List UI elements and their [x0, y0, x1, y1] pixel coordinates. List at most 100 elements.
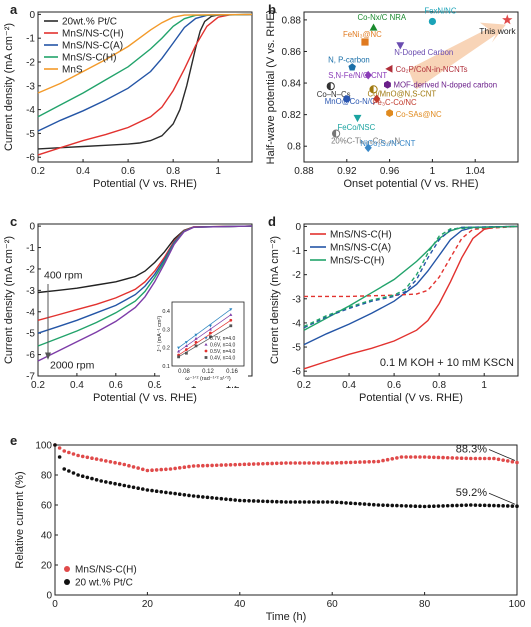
- y-tick-label-c: -7: [26, 372, 35, 383]
- data-point-e-1: [325, 500, 330, 504]
- data-point-e-1: [298, 500, 302, 504]
- inset-legend-label: 0.5V, n=4.0: [210, 349, 235, 355]
- data-point-b-fill: [369, 85, 374, 93]
- data-point-e-1: [307, 500, 311, 504]
- data-point-e-0: [395, 456, 399, 460]
- data-point-e-0: [94, 457, 99, 461]
- data-point-e-1: [441, 504, 445, 508]
- inset-point: [229, 324, 233, 328]
- data-point-e-0: [173, 466, 177, 471]
- inset-point: [194, 340, 198, 344]
- data-point-e-1: [515, 504, 519, 509]
- legend-label-a: MnS/NS-C(H): [62, 29, 124, 40]
- data-point-e-1: [80, 474, 85, 479]
- inset-frame: [171, 301, 245, 367]
- x-tick-label-e: 40: [234, 599, 246, 610]
- data-point-e-1: [122, 483, 127, 488]
- data-point-e-0: [205, 463, 210, 468]
- data-point-b: [386, 109, 393, 117]
- data-point-e-0: [256, 462, 261, 466]
- series-line-a-3: [37, 13, 253, 118]
- y-tick-label-b: 0.88: [282, 15, 302, 26]
- data-point-e-0: [104, 459, 108, 463]
- data-point-e-0: [445, 455, 450, 460]
- data-point-e-1: [270, 499, 274, 504]
- data-point-e-0: [182, 465, 187, 470]
- inset-legend-label: 0.6V, n=4.0: [210, 343, 235, 349]
- legend-label-a: 20wt.% Pt/C: [62, 17, 117, 28]
- data-point-e-1: [284, 500, 288, 504]
- x-tick-label-d: 0.8: [432, 380, 446, 391]
- data-point-b: [373, 94, 381, 104]
- data-point-e-0: [150, 468, 154, 473]
- annotation-2000rpm: 2000 rpm: [50, 360, 95, 372]
- point-label-b: N, P-carbon: [328, 55, 370, 64]
- panel-letter-e: e: [10, 433, 17, 448]
- data-point-e-0: [85, 455, 90, 460]
- data-point-e-1: [367, 502, 371, 507]
- data-point-e-1: [339, 500, 344, 505]
- data-point-e-1: [279, 500, 284, 504]
- data-point-e-0: [201, 463, 205, 468]
- data-point-e-0: [469, 456, 473, 461]
- data-point-e-0: [261, 461, 265, 466]
- data-point-e-0: [325, 461, 330, 465]
- data-point-e-1: [164, 490, 168, 495]
- data-point-e-0: [422, 455, 427, 459]
- data-point-b: [348, 63, 356, 71]
- y-tick-label-e: 20: [41, 561, 53, 572]
- point-label-b: N-Doped Carbon: [394, 48, 453, 57]
- inset-y-tick-label: 0.1: [162, 364, 170, 370]
- data-point-b: [385, 64, 393, 73]
- data-point-e-0: [418, 455, 422, 459]
- inset-legend-label: 0.4V, n=4.0: [210, 356, 235, 362]
- inset-point: [194, 333, 198, 337]
- data-point-e-0: [450, 456, 455, 460]
- data-point-e-0: [298, 461, 302, 465]
- point-label-b: Co–N–Cs: [317, 90, 351, 99]
- y-tick-label-c: -2: [26, 264, 35, 275]
- point-label-b: Co-SAs@NC: [396, 110, 442, 119]
- data-point-b: [364, 143, 372, 153]
- data-point-e-0: [90, 456, 94, 461]
- point-label-b: FeCo/NSC: [338, 123, 376, 132]
- series-line-a-2: [37, 13, 253, 132]
- data-point-e-1: [436, 504, 441, 508]
- y-tick-label-b: 0.84: [282, 79, 302, 90]
- data-point-e-1: [224, 497, 228, 501]
- data-point-e-1: [256, 499, 261, 503]
- data-point-e-1: [348, 501, 353, 506]
- data-point-e-0: [432, 455, 436, 460]
- data-point-e-0: [224, 463, 228, 467]
- data-point-e-1: [501, 504, 505, 508]
- data-point-e-1: [510, 504, 515, 508]
- data-point-e-0: [362, 460, 367, 464]
- data-point-b: [396, 42, 405, 50]
- data-point-e-0: [436, 455, 441, 460]
- data-point-e-0: [427, 455, 432, 459]
- data-point-e-0: [459, 456, 464, 461]
- data-point-e-1: [496, 503, 501, 508]
- y-tick-label-d: -2: [292, 270, 301, 281]
- legend-marker-e: [64, 566, 70, 572]
- data-point-e-1: [413, 504, 418, 509]
- data-point-e-0: [311, 461, 316, 465]
- y-tick-label-b: 0.86: [282, 47, 302, 58]
- inset-point: [209, 335, 212, 339]
- point-label-b: 20%C-Ti₀.₉₅Co₀.₀₅N: [331, 137, 400, 146]
- data-point-e-1: [196, 494, 201, 499]
- inset-background: [160, 296, 248, 386]
- data-point-e-1: [293, 500, 298, 504]
- plot-frame-b: [303, 11, 519, 163]
- data-point-e-1: [136, 486, 140, 491]
- data-point-e-1: [265, 499, 270, 504]
- legend-label-a: MnS/NS-C(A): [62, 41, 123, 52]
- point-label-b: MOF-derived N-doped carbon: [393, 81, 497, 90]
- data-point-e-1: [371, 502, 376, 507]
- inset-point: [185, 348, 188, 351]
- data-point-e-1: [408, 504, 413, 508]
- data-point-e-1: [145, 488, 150, 492]
- y-tick-label-d: -5: [292, 343, 301, 354]
- data-point-e-1: [177, 492, 182, 497]
- data-point-e-1: [482, 503, 487, 508]
